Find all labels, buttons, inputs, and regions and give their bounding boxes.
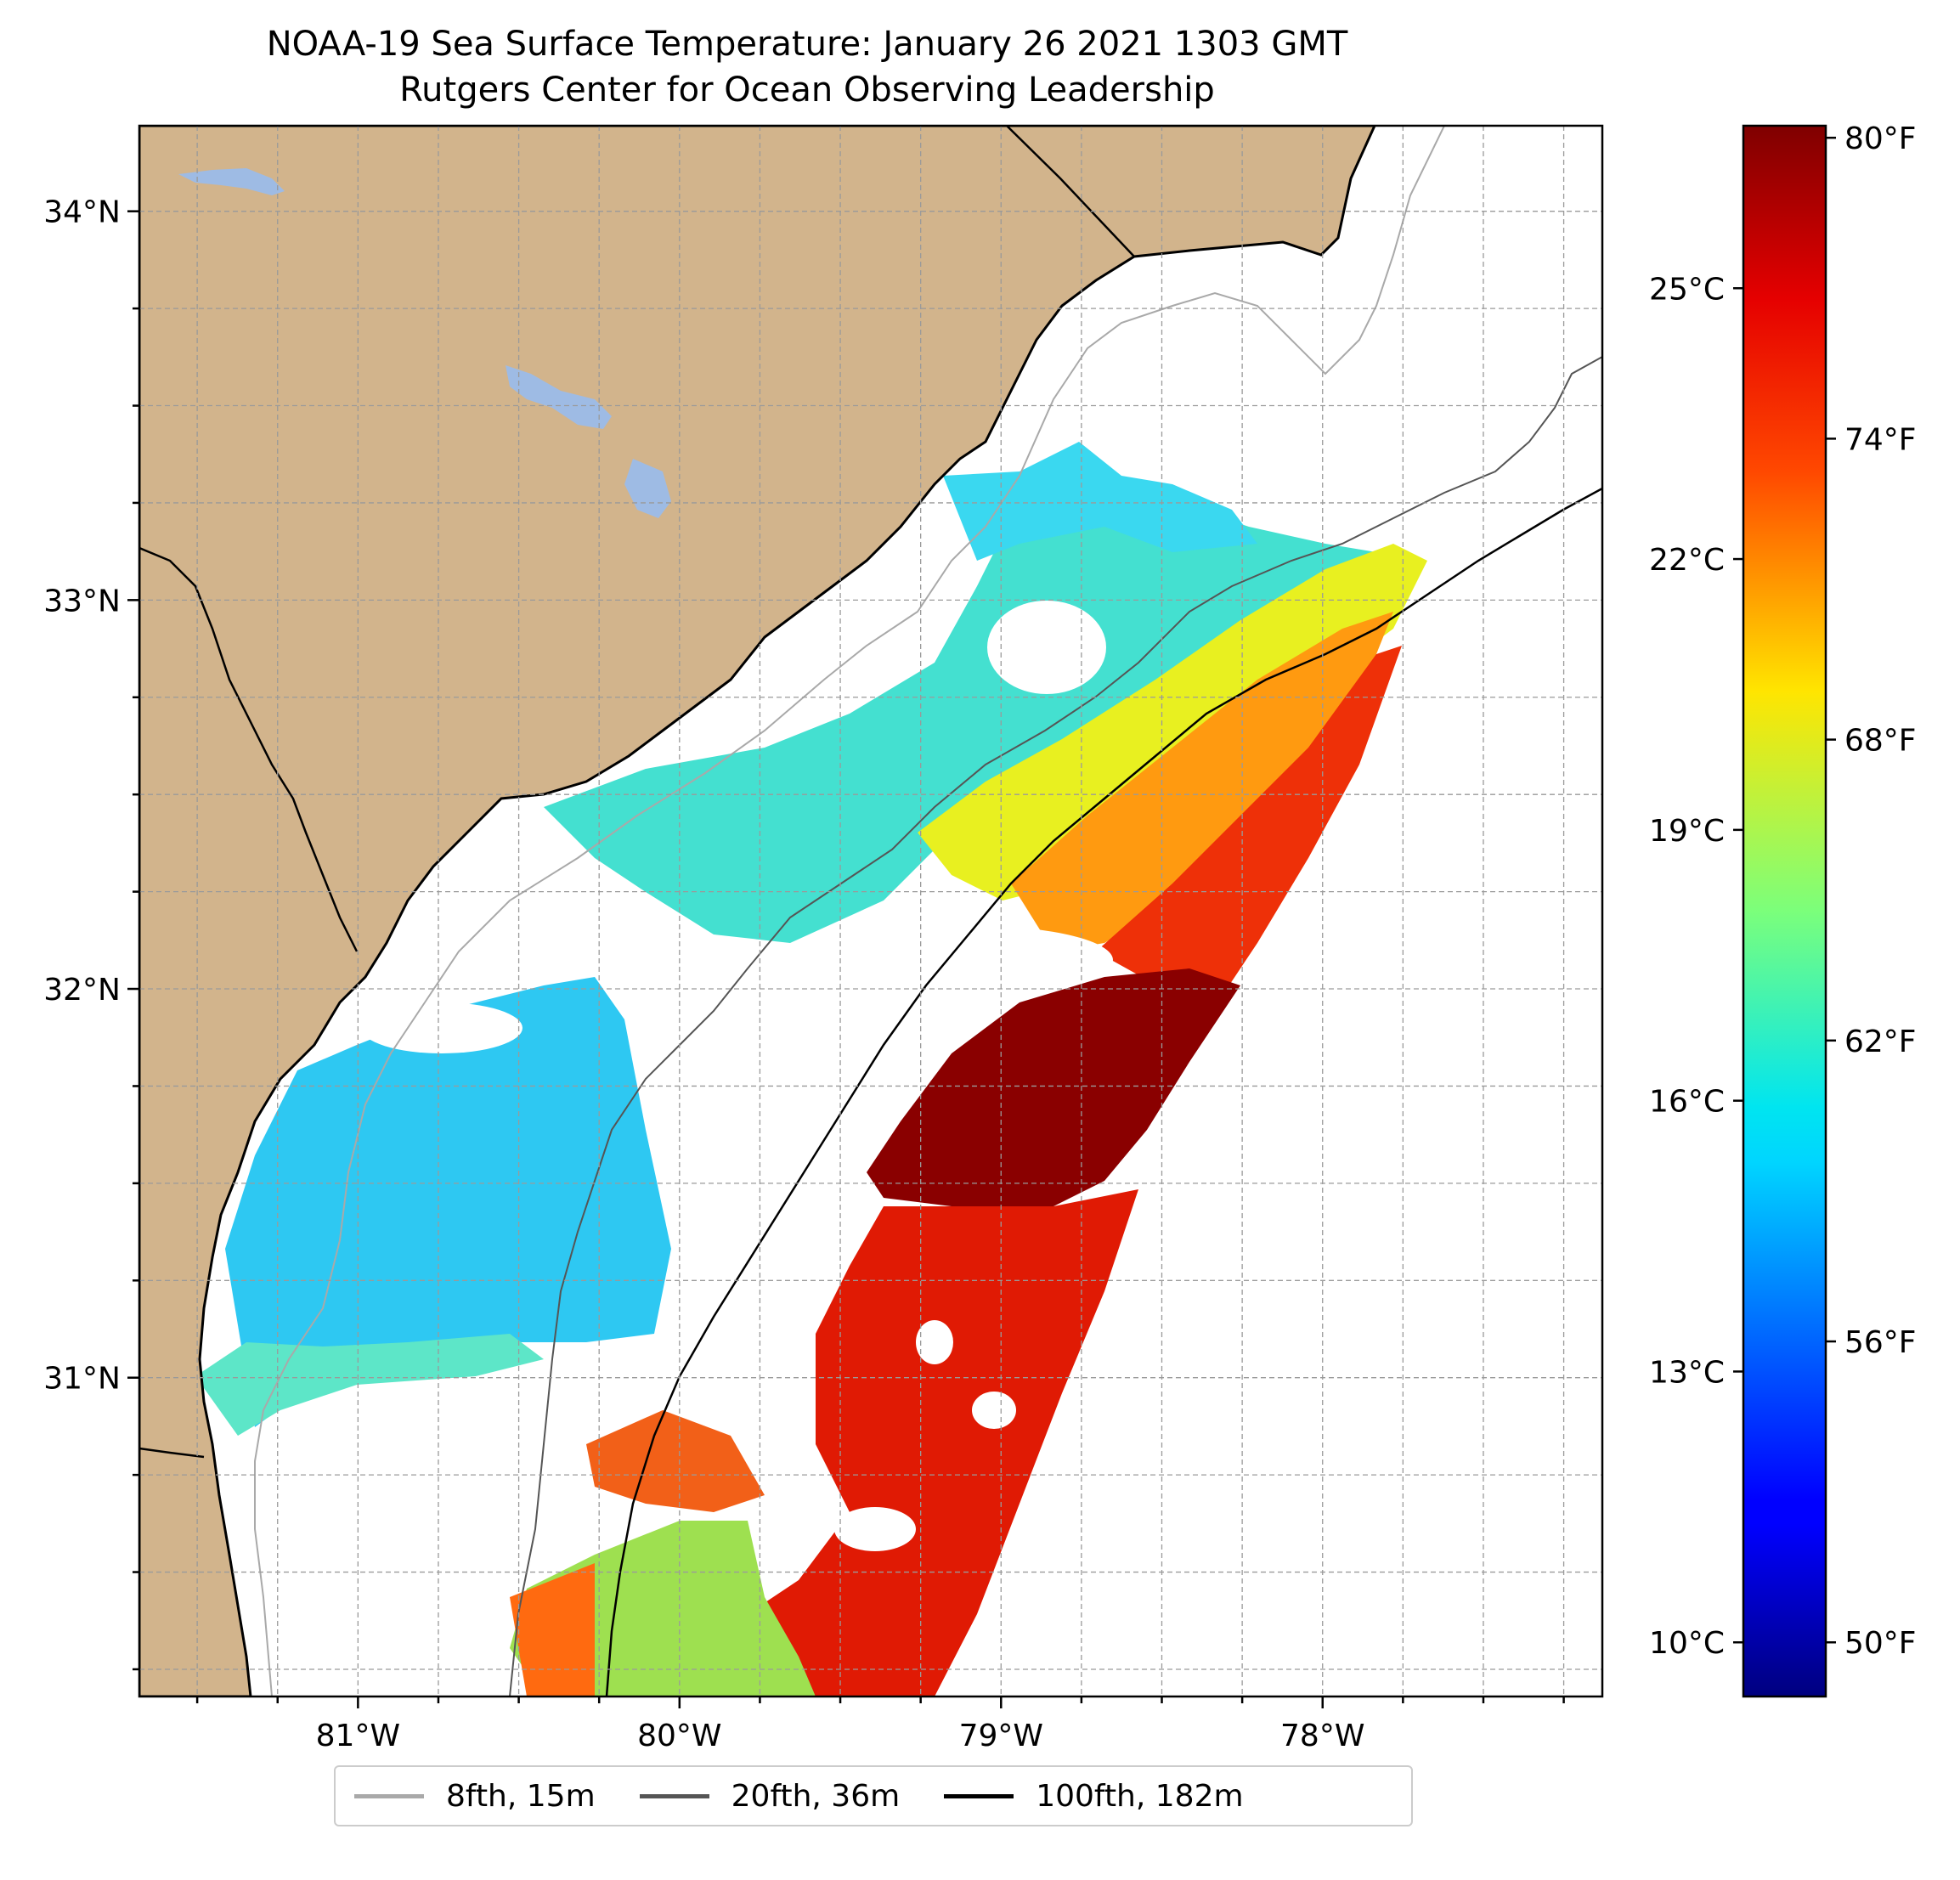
state-border-ga-fl [139,1447,205,1459]
lat-tick-label: 31°N [43,1362,121,1397]
isobath-15m [254,126,1445,1697]
legend-label: 20fth, 36m [731,1778,901,1814]
lon-tick-label: 80°W [637,1719,721,1753]
lon-tick-label: 79°W [959,1719,1043,1753]
sst-warm-transition [918,544,1427,900]
lon-tick-label: 78°W [1280,1719,1364,1753]
sst-gulf-stream-orange [1011,612,1393,951]
sst-offshore-patch [586,1410,765,1512]
figure-title-line-2: Rutgers Center for Ocean Observing Leade… [399,71,1215,110]
legend-label: 8fth, 15m [446,1778,596,1814]
gridlines [139,126,1602,1697]
lat-tick-label: 33°N [43,584,121,618]
fahrenheit-tick-label: 74°F [1844,422,1917,457]
celsius-tick-label: 10°C [1649,1626,1725,1661]
celsius-tick-label: 13°C [1649,1355,1725,1390]
legend-label: 100fth, 182m [1036,1778,1244,1814]
lon-tick-label: 81°W [316,1719,400,1753]
map-area [139,126,1602,1697]
cloud-gap [841,926,1113,994]
cloud-gap [916,1320,953,1364]
state-border-sc-ga [139,546,359,952]
celsius-tick-label: 19°C [1649,814,1725,849]
figure-title-line-1: NOAA-19 Sea Surface Temperature: January… [266,25,1348,64]
cloud-gap [361,1002,522,1053]
lat-tick-label: 32°N [43,973,121,1008]
legend-line-swatch [944,1793,1014,1798]
legend-entry: 20fth, 36m [639,1778,901,1814]
sst-gulf-stream-core [867,968,1240,1206]
legend-line-swatch [354,1793,424,1798]
latitude-axis: 34°N 33°N 32°N 31°N [43,195,139,1671]
fahrenheit-tick-label: 68°F [1844,724,1917,759]
legend-line-swatch [639,1793,709,1798]
isobath-legend: 8fth, 15m 20fth, 36m 100fth, 182m [334,1765,1413,1826]
sst-gulf-stream-red [1096,646,1402,994]
colorbar-gradient [1742,124,1827,1698]
map-frame [138,124,1604,1698]
inland-lake-marion [506,365,612,429]
colorbar-fahrenheit-axis: 50°F 56°F 62°F 68°F 74°F 80°F [1826,121,1917,1661]
fahrenheit-tick-label: 56°F [1844,1325,1917,1360]
fahrenheit-tick-label: 80°F [1844,121,1917,156]
state-border-sc-nc [1006,126,1135,257]
land-mass [139,126,1376,1697]
inland-lake-north [178,168,285,195]
colorbar-celsius-axis: 10°C 13°C 16°C 19°C 22°C 25°C [1649,272,1743,1661]
cloud-gap [834,1507,916,1551]
colorbar: 10°C 13°C 16°C 19°C 22°C 25°C 50°F 56°F 62°F 68°… [1649,121,1917,1698]
celsius-tick-label: 16°C [1649,1085,1725,1120]
fahrenheit-tick-label: 50°F [1844,1626,1917,1661]
sst-south-red [748,1189,1138,1697]
lat-tick-label: 34°N [43,195,121,230]
isobath-36m [509,356,1602,1697]
celsius-tick-label: 22°C [1649,543,1725,578]
legend-entry: 8fth, 15m [354,1779,596,1814]
sst-south-orange [510,1563,595,1697]
celsius-tick-label: 25°C [1649,272,1725,307]
cloud-gap [972,1392,1016,1429]
cloud-gap [987,601,1106,694]
sst-cool-band-lower [195,1334,544,1436]
longitude-axis: 81°W 80°W 79°W 78°W [195,1697,1565,1753]
sst-cool-band [225,977,671,1427]
legend-entry: 100fth, 182m [944,1778,1244,1814]
fahrenheit-tick-label: 62°F [1844,1025,1917,1059]
sst-mid-shelf [544,476,1376,943]
